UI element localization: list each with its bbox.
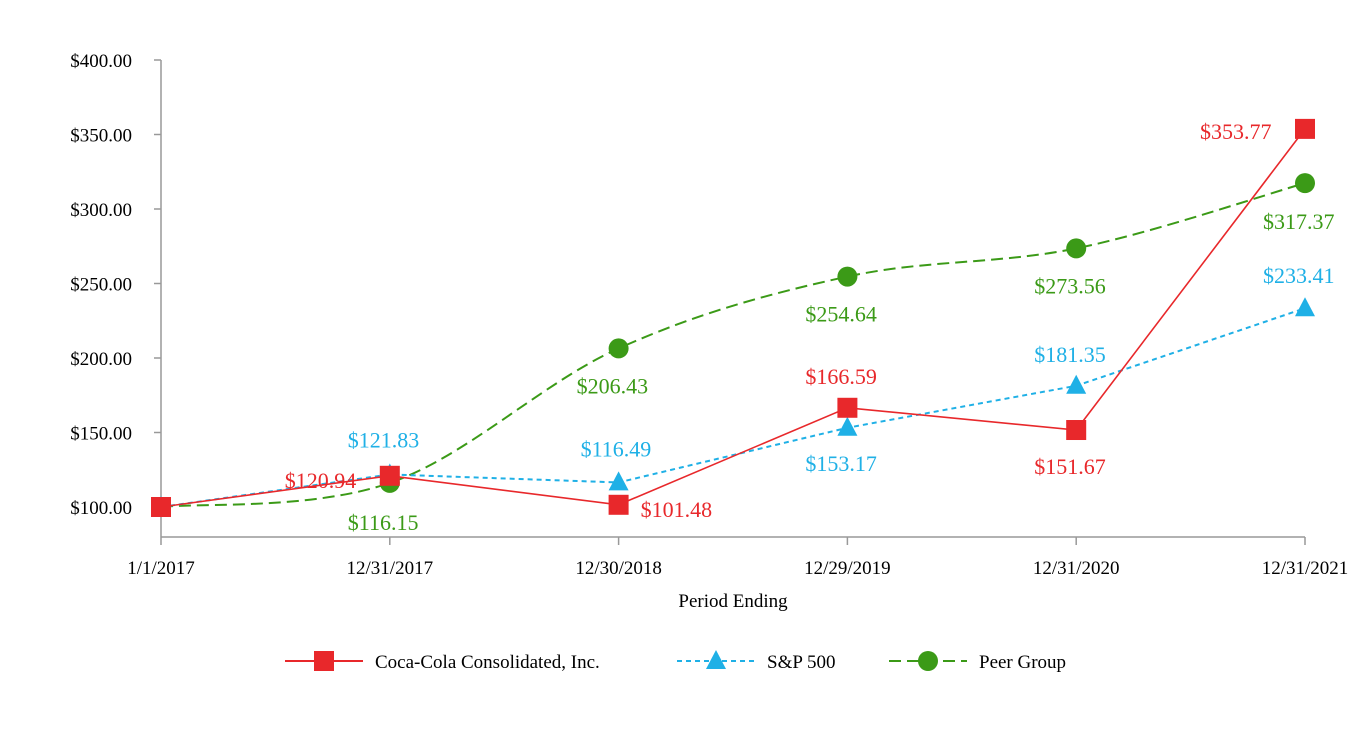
- data-point-marker: [608, 471, 629, 491]
- data-point-marker: [608, 338, 629, 359]
- axes: [160, 60, 1305, 538]
- x-axis-title: Period Ending: [678, 591, 788, 612]
- x-tick-label: 1/1/2017: [127, 558, 195, 579]
- data-point-marker: [837, 416, 858, 436]
- data-point-marker: [1295, 173, 1315, 194]
- legend-label: S&P 500: [767, 652, 835, 673]
- x-tick-label: 12/31/2021: [1262, 558, 1349, 579]
- data-point-marker: [1066, 420, 1087, 441]
- legend-marker: [314, 651, 334, 671]
- x-axis-ticks: 1/1/2017 12/31/2017 12/30/2018 12/29/2019 12…: [127, 537, 1348, 579]
- data-labels: $120.94 $101.48 $166.59 $151.67 $353.77 $121.…: [285, 119, 1335, 535]
- data-point-marker: [837, 397, 858, 418]
- legend: Coca-Cola Consolidated, Inc. S&P 500 Peer …: [285, 650, 1066, 673]
- data-point-marker: [608, 494, 629, 515]
- data-point-marker: [379, 465, 400, 486]
- data-label: $233.41: [1263, 263, 1335, 288]
- data-label: $101.48: [641, 497, 713, 522]
- y-tick-label: $200.00: [70, 349, 132, 370]
- y-tick-label: $250.00: [70, 275, 132, 296]
- data-label: $116.15: [348, 510, 419, 535]
- series-line-0: [160, 128, 1306, 508]
- legend-marker: [706, 650, 726, 669]
- y-tick-label: $150.00: [70, 424, 132, 445]
- series-lines: [160, 128, 1306, 508]
- data-label: $206.43: [577, 373, 649, 398]
- y-tick-label: $100.00: [70, 498, 132, 519]
- series-line-1: [160, 307, 1306, 508]
- y-axis-ticks: $100.00 $150.00 $200.00 $250.00 $300.00 $350.…: [70, 51, 161, 519]
- data-point-marker: [837, 266, 858, 287]
- y-tick-label: $300.00: [70, 200, 132, 221]
- x-tick-label: 12/31/2020: [1033, 558, 1120, 579]
- series-markers: [151, 118, 1315, 517]
- legend-label: Coca-Cola Consolidated, Inc.: [375, 652, 600, 673]
- data-label: $116.49: [581, 436, 652, 461]
- data-label: $121.83: [348, 427, 420, 452]
- data-label: $120.94: [285, 468, 357, 493]
- data-label: $181.35: [1034, 342, 1106, 367]
- data-point-marker: [1066, 238, 1087, 259]
- data-label: $166.59: [805, 364, 877, 389]
- data-point-marker: [1066, 374, 1087, 394]
- data-point-marker: [1295, 118, 1315, 139]
- legend-label: Peer Group: [979, 652, 1066, 673]
- series-line-2: [160, 182, 1306, 508]
- data-point-marker: [1295, 297, 1315, 317]
- data-label: $153.17: [805, 451, 877, 476]
- y-tick-label: $400.00: [70, 51, 132, 72]
- data-label: $273.56: [1034, 273, 1106, 298]
- data-point-marker: [151, 497, 171, 517]
- data-label: $151.67: [1034, 454, 1106, 479]
- legend-marker: [918, 651, 938, 671]
- data-label: $353.77: [1200, 119, 1272, 144]
- x-tick-label: 12/30/2018: [575, 558, 662, 579]
- y-tick-label: $350.00: [70, 126, 132, 147]
- x-tick-label: 12/29/2019: [804, 558, 891, 579]
- data-label: $317.37: [1263, 209, 1335, 234]
- data-label: $254.64: [805, 302, 877, 327]
- x-tick-label: 12/31/2017: [347, 558, 434, 579]
